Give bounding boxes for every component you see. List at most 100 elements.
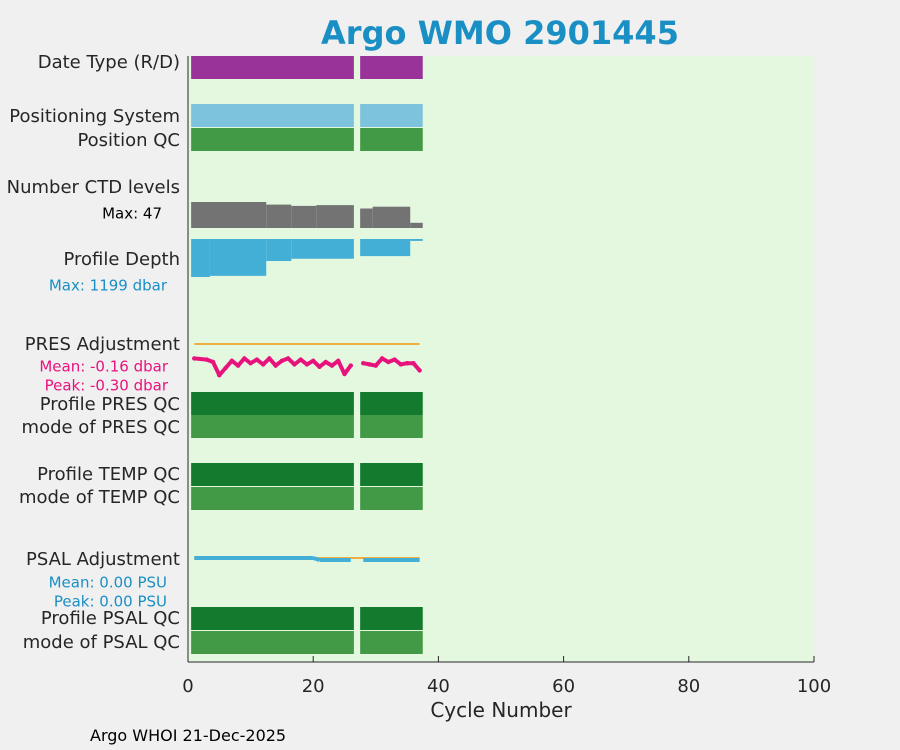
depth-bar [291, 239, 354, 259]
row-note-pres-adjustment: Mean: -0.16 dbar [39, 358, 169, 376]
pres-adjustment-point [398, 362, 404, 367]
pres-adjustment-point [348, 363, 353, 368]
row-note-profile-depth: Max: 1199 dbar [49, 277, 168, 295]
x-axis-label: Cycle Number [430, 698, 572, 722]
ctd-level-bar [266, 204, 292, 228]
psal-adjustment-segment [312, 556, 321, 562]
plot-area [188, 56, 814, 662]
bar-profile-psal-qc-1 [360, 607, 423, 630]
pres-adjustment-point [367, 362, 372, 367]
pres-adjustment-point [329, 363, 335, 368]
footer-text: Argo WHOI 21-Dec-2025 [90, 726, 286, 745]
x-tick-label: 0 [182, 676, 193, 697]
bar-profile-pres-qc-0 [191, 392, 354, 415]
row-label-profile-depth: Profile Depth [63, 249, 180, 270]
row-label-position-qc: Position QC [77, 130, 180, 151]
bar-mode-of-psal-qc-0 [191, 631, 354, 654]
x-tick-label: 40 [427, 676, 450, 697]
pres-adjustment-point [285, 356, 291, 361]
ctd-level-bar [316, 205, 354, 228]
bar-profile-temp-qc-1 [360, 463, 423, 486]
x-axis-ticks: 0 20 40 60 80 100 [182, 656, 831, 697]
pres-adjustment-point [254, 357, 260, 362]
bar-mode-of-pres-qc-1 [360, 415, 423, 438]
pres-adjustment-point [192, 356, 197, 361]
pres-adjustment-point [379, 356, 385, 361]
pres-adjustment-point [292, 362, 297, 367]
bar-mode-of-temp-qc-1 [360, 487, 423, 510]
chart-title: Argo WMO 2901445 [321, 14, 679, 52]
bar-mode-of-temp-qc-0 [191, 487, 354, 510]
row-note2-psal-adjustment: Peak: 0.00 PSU [54, 593, 167, 611]
pres-adjustment-point [235, 363, 241, 368]
pres-adjustment-point [342, 371, 347, 377]
pres-adjustment-point [217, 373, 222, 378]
bar-profile-temp-qc-0 [191, 463, 354, 486]
pres-adjustment-point [404, 361, 410, 366]
ctd-level-bar [191, 202, 267, 228]
bar-mode-of-pres-qc-0 [191, 415, 354, 438]
row-labels: Date Type (R/D) Positioning System Positio… [7, 52, 180, 653]
pres-adjustment-segment [336, 358, 347, 376]
pres-adjustment-point [336, 358, 341, 363]
pres-adjustment-point [386, 359, 391, 365]
row-label-positioning-system: Positioning System [9, 106, 180, 127]
pres-adjustment-point [229, 358, 235, 363]
pres-adjustment-point [242, 356, 247, 361]
pres-adjustment-point [304, 362, 310, 367]
depth-bar [191, 239, 210, 277]
row-label-mode-of-pres-qc: mode of PRES QC [22, 417, 180, 438]
pres-adjustment-point [317, 364, 322, 369]
x-tick-label: 80 [677, 676, 700, 697]
ctd-level-bar [410, 222, 423, 228]
bar-profile-pres-qc-1 [360, 392, 423, 415]
pres-adjustment-point [311, 358, 316, 363]
bar-position-qc-1 [360, 128, 423, 151]
row-label-profile-temp-qc: Profile TEMP QC [37, 464, 180, 485]
pres-adjustment-point [373, 363, 378, 368]
pres-adjustment-point [260, 362, 266, 367]
pres-adjustment-point [210, 359, 216, 365]
bar-positioning-system-0 [191, 104, 354, 127]
bar-date-type-r-d-1 [360, 56, 423, 79]
row-note-psal-adjustment: Mean: 0.00 PSU [49, 574, 167, 592]
pres-adjustment-point [204, 357, 209, 362]
row-note2-pres-adjustment: Peak: -0.30 dbar [45, 377, 169, 395]
bar-position-qc-0 [191, 128, 354, 151]
pres-adjustment-point [323, 359, 328, 365]
pres-adjustment-point [417, 368, 422, 373]
x-tick-label: 60 [552, 676, 575, 697]
depth-bar [410, 239, 423, 241]
pres-adjustment-point [248, 361, 253, 366]
row-label-date-type-r-d: Date Type (R/D) [38, 52, 180, 73]
row-label-psal-adjustment: PSAL Adjustment [26, 549, 180, 570]
depth-bar [209, 239, 267, 276]
row-label-mode-of-temp-qc: mode of TEMP QC [19, 487, 180, 508]
ctd-level-bar [291, 205, 317, 228]
bar-positioning-system-1 [360, 104, 423, 127]
row-label-profile-psal-qc: Profile PSAL QC [41, 608, 180, 629]
data-rows [191, 56, 423, 654]
pres-adjustment-point [411, 361, 416, 366]
depth-bar [360, 239, 411, 257]
pres-adjustment-point [392, 357, 397, 362]
bar-mode-of-psal-qc-1 [360, 631, 423, 654]
row-label-mode-of-psal-qc: mode of PSAL QC [23, 632, 180, 653]
bar-date-type-r-d-0 [191, 56, 354, 79]
pres-adjustment-point [298, 357, 303, 362]
pres-adjustment-point [279, 358, 285, 363]
pres-adjustment-point [223, 365, 228, 371]
pres-adjustment-segment [211, 360, 222, 378]
x-tick-label: 100 [797, 676, 831, 697]
pres-adjustment-point [361, 361, 366, 366]
row-label-number-ctd-levels: Number CTD levels [7, 177, 180, 198]
x-tick-label: 20 [302, 676, 325, 697]
bar-profile-psal-qc-0 [191, 607, 354, 630]
ctd-level-bar [360, 208, 373, 228]
row-note-number-ctd-levels: Max: 47 [102, 205, 162, 223]
row-label-pres-adjustment: PRES Adjustment [25, 334, 180, 355]
depth-bar [266, 239, 292, 262]
ctd-level-bar [372, 206, 411, 228]
pres-adjustment-point [267, 356, 272, 361]
